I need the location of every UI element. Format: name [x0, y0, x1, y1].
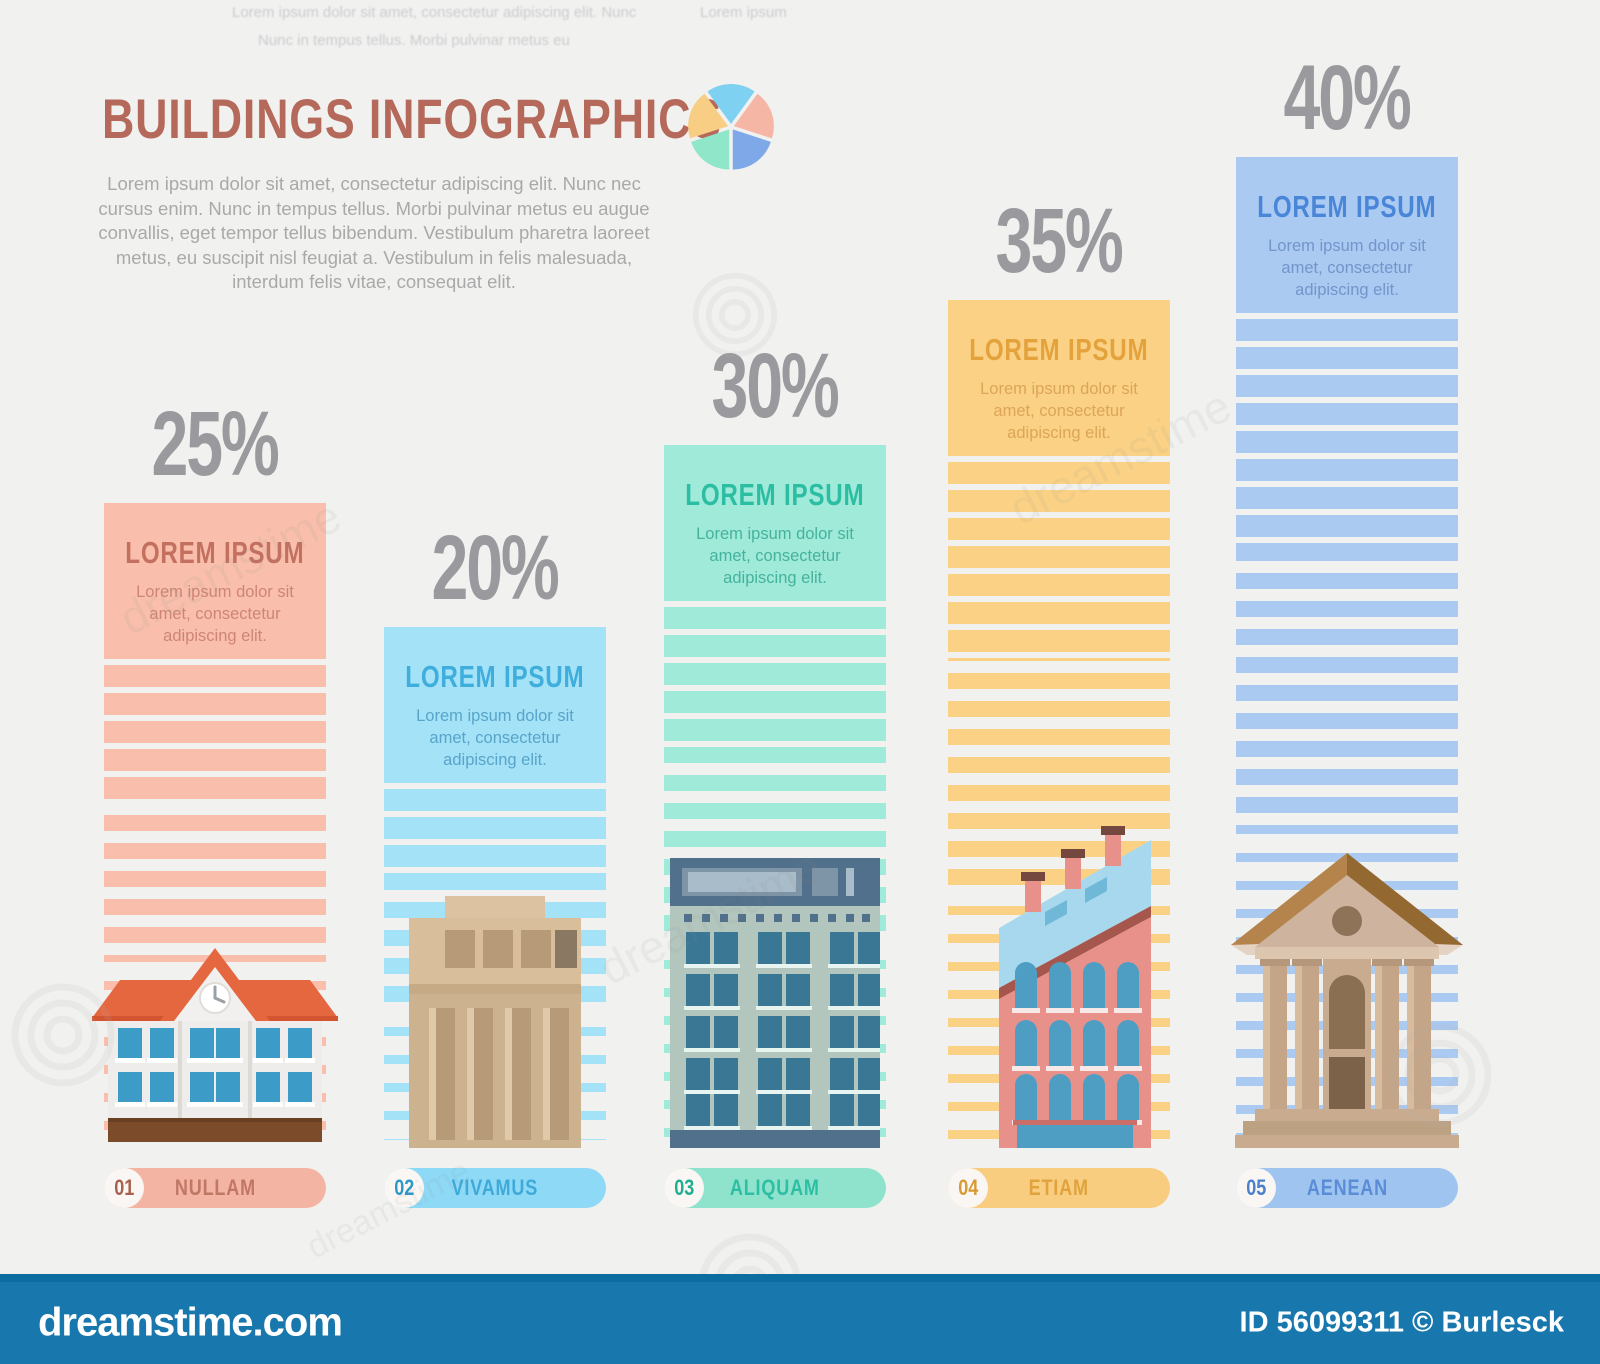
- category-label: ETIAM: [1028, 1175, 1090, 1200]
- caption-heading: LOREM IPSUM: [125, 535, 305, 570]
- category-number-badge: 05: [1236, 1168, 1276, 1208]
- stripe-band: [1236, 313, 1458, 562]
- bar-column-nullam: 25% LOREM IPSUM Lorem ipsum dolor sit am…: [92, 383, 338, 1208]
- category-pill: 02 VIVAMUS: [384, 1168, 606, 1208]
- category-number-badge: 01: [104, 1168, 144, 1208]
- school-building-illustration: [92, 948, 338, 1142]
- bar-caption-box: LOREM IPSUM Lorem ipsum dolor sit amet, …: [104, 503, 326, 659]
- watermark-footer-bar: dreamstime.com ID 56099311 © Burlesck: [0, 1274, 1600, 1364]
- percent-value: 35%: [995, 190, 1124, 293]
- caption-heading: LOREM IPSUM: [1257, 189, 1437, 224]
- percent-value: 30%: [711, 335, 840, 438]
- blurred-text-fragment: Lorem ipsum dolor sit amet, consectetur …: [232, 4, 637, 21]
- stripe-band: [384, 783, 606, 891]
- category-label: VIVAMUS: [451, 1175, 539, 1200]
- category-number-badge: 03: [664, 1168, 704, 1208]
- blurred-text-fragment: Nunc in tempus tellus. Morbi pulvinar me…: [258, 32, 570, 49]
- caption-body: Lorem ipsum dolor sit amet, consectetur …: [980, 380, 1138, 442]
- caption-body: Lorem ipsum dolor sit amet, consectetur …: [136, 583, 294, 645]
- bar-caption-box: LOREM IPSUM Lorem ipsum dolor sit amet, …: [664, 445, 886, 601]
- townhouse-building-illustration: [998, 826, 1151, 1148]
- bar-caption-box: LOREM IPSUM Lorem ipsum dolor sit amet, …: [1236, 157, 1458, 313]
- bank-building-illustration: [1231, 853, 1463, 1148]
- category-number-badge: 04: [948, 1168, 988, 1208]
- blurred-text-fragment: Lorem ipsum: [700, 4, 787, 21]
- bar-column-etiam: 35% LOREM IPSUM Lorem ipsum dolor sit am…: [948, 180, 1170, 1208]
- caption-heading: LOREM IPSUM: [685, 477, 865, 512]
- category-label: NULLAM: [174, 1175, 256, 1200]
- stripe-band: [948, 456, 1170, 662]
- percent-value: 25%: [151, 393, 280, 496]
- bar-column-vivamus: 20% LOREM IPSUM Lorem ipsum dolor sit am…: [384, 507, 606, 1208]
- apartment-building-illustration: [670, 858, 880, 1148]
- caption-heading: LOREM IPSUM: [405, 659, 585, 694]
- percent-value: 40%: [1283, 47, 1412, 150]
- stripe-band: [1236, 561, 1458, 834]
- page-title: BUILDINGS INFOGRAPHICS: [102, 87, 722, 150]
- bar-caption-box: LOREM IPSUM Lorem ipsum dolor sit amet, …: [948, 300, 1170, 456]
- category-pill: 03 ALIQUAM: [664, 1168, 886, 1208]
- bar-column-aenean: 40% LOREM IPSUM Lorem ipsum dolor sit am…: [1231, 37, 1463, 1208]
- stripe-band: [104, 659, 326, 804]
- bar-column-aliquam: 30% LOREM IPSUM Lorem ipsum dolor sit am…: [664, 325, 886, 1208]
- caption-body: Lorem ipsum dolor sit amet, consectetur …: [1268, 237, 1426, 299]
- stripe-band: [664, 601, 886, 763]
- image-credit: ID 56099311 © Burlesck: [1239, 1306, 1564, 1339]
- caption-body: Lorem ipsum dolor sit amet, consectetur …: [696, 525, 854, 587]
- category-label: ALIQUAM: [730, 1175, 820, 1200]
- caption-heading: LOREM IPSUM: [969, 332, 1149, 367]
- intro-paragraph: Lorem ipsum dolor sit amet, consectetur …: [98, 173, 650, 293]
- stripe-band: [948, 661, 1170, 887]
- category-number-badge: 02: [384, 1168, 424, 1208]
- bar-caption-box: LOREM IPSUM Lorem ipsum dolor sit amet, …: [384, 627, 606, 783]
- category-pill: 05 AENEAN: [1236, 1168, 1458, 1208]
- stripe-band: [104, 803, 326, 963]
- pie-chart-icon: [688, 84, 774, 170]
- dreamstime-logo: dreamstime.com: [38, 1300, 343, 1345]
- percent-value: 20%: [431, 517, 560, 620]
- caption-body: Lorem ipsum dolor sit amet, consectetur …: [416, 707, 574, 769]
- category-pill: 04 ETIAM: [948, 1168, 1170, 1208]
- category-pill: 01 NULLAM: [104, 1168, 326, 1208]
- category-label: AENEAN: [1306, 1175, 1388, 1200]
- courthouse-building-illustration: [409, 896, 581, 1148]
